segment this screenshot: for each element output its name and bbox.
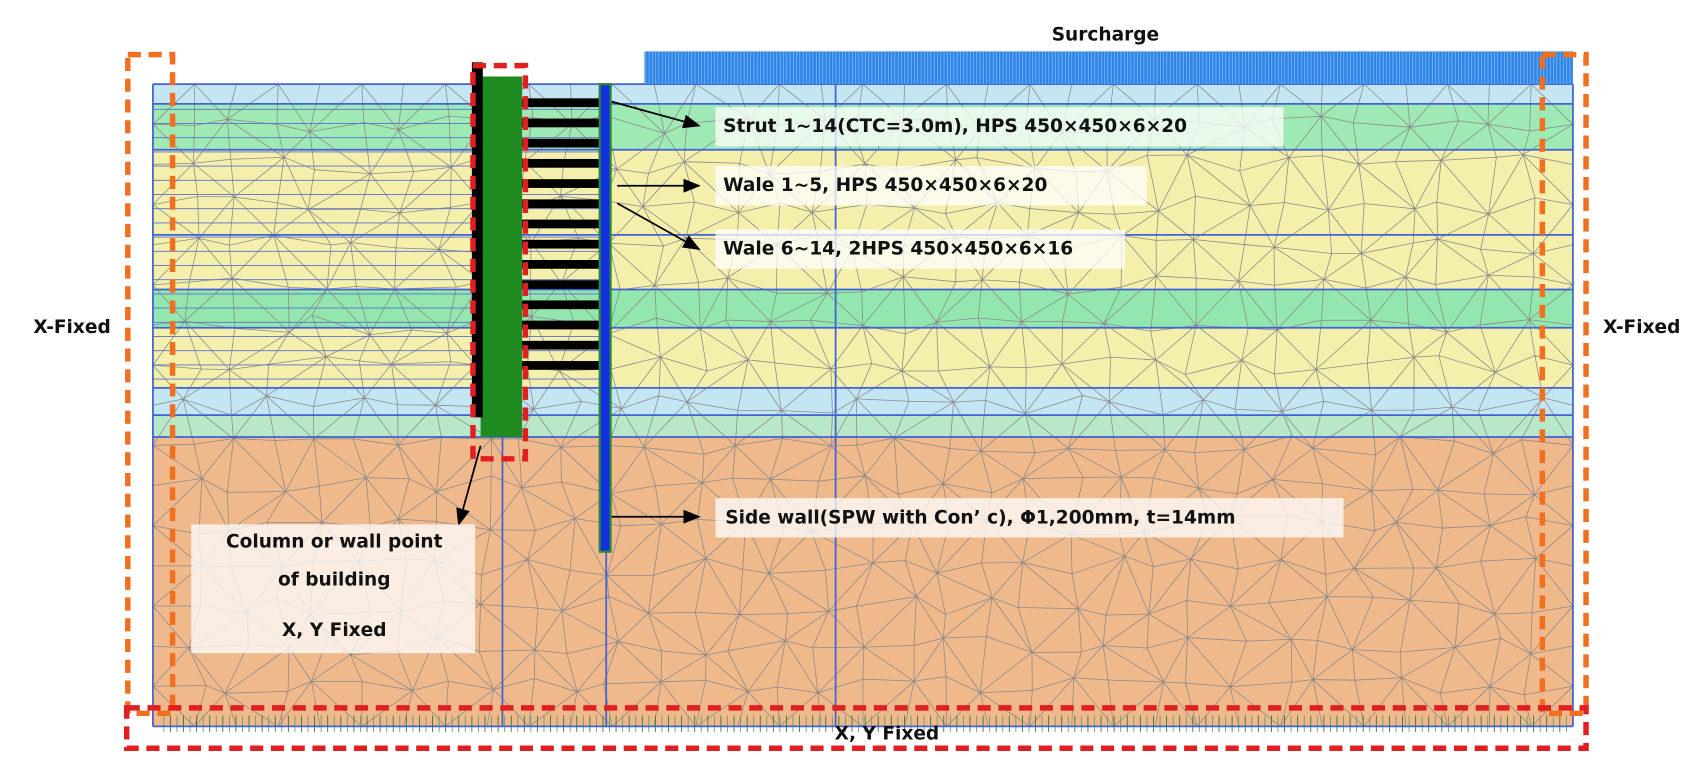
note: of building xyxy=(278,570,391,591)
strut xyxy=(522,340,601,350)
strut xyxy=(522,219,601,229)
strut xyxy=(522,239,601,249)
strut xyxy=(522,138,601,148)
strut xyxy=(522,300,601,310)
building-edge xyxy=(471,62,483,418)
strut xyxy=(522,280,601,289)
strut xyxy=(522,260,601,269)
side-wall xyxy=(598,83,612,553)
struts xyxy=(522,98,601,370)
boundary-label: X-Fixed xyxy=(1603,317,1680,338)
boundary-label: X-Fixed xyxy=(33,317,110,338)
strut xyxy=(522,199,601,209)
note: Column or wall point xyxy=(226,531,443,552)
strut xyxy=(522,320,601,330)
callout: Wale 1~5, HPS 450×450×6×20 xyxy=(723,175,1047,196)
arrows xyxy=(456,100,701,527)
label-backgrounds xyxy=(191,107,1344,654)
strut xyxy=(522,158,601,168)
strut xyxy=(522,118,601,128)
surcharge-load xyxy=(644,51,1573,85)
surcharge-label: Surcharge xyxy=(1052,25,1159,46)
boundary-label: X, Y Fixed xyxy=(835,724,940,745)
column xyxy=(480,76,523,437)
callout: Strut 1~14(CTC=3.0m), HPS 450×450×6×20 xyxy=(723,116,1187,137)
strut xyxy=(522,98,601,108)
strut xyxy=(522,361,601,370)
strut xyxy=(522,179,601,188)
note: X, Y Fixed xyxy=(282,620,387,641)
boundary-boxes xyxy=(123,51,1589,752)
callout: Side wall(SPW with Con’ c), Φ1,200mm, t=… xyxy=(725,507,1235,528)
callout: Wale 6~14, 2HPS 450×450×6×16 xyxy=(723,239,1073,260)
